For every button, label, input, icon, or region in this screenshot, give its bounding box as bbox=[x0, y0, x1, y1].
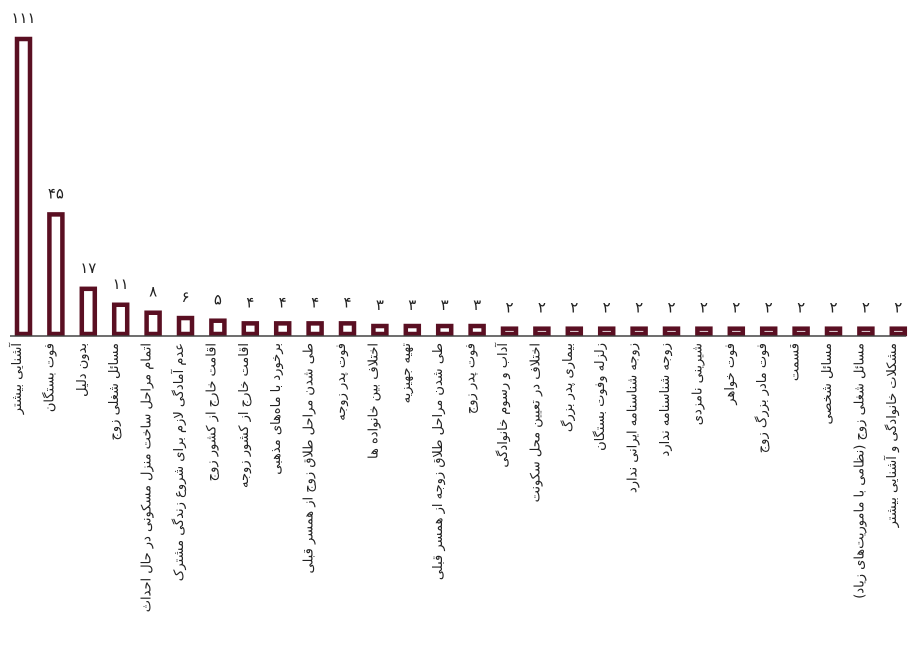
data-label: ۲ bbox=[797, 299, 805, 317]
bar bbox=[500, 326, 519, 337]
bar bbox=[695, 326, 713, 337]
data-label: ۴ bbox=[279, 293, 287, 311]
bar bbox=[111, 302, 130, 337]
bar bbox=[824, 326, 843, 337]
data-label: ۲ bbox=[765, 299, 773, 317]
data-label: ۲ bbox=[732, 299, 740, 317]
data-label: ۴ bbox=[343, 293, 351, 311]
data-label: ۱۱۱ bbox=[11, 9, 35, 27]
bar bbox=[759, 326, 778, 337]
bar bbox=[273, 321, 292, 337]
category-label: مسائل شغلی زوج bbox=[107, 343, 122, 441]
bar bbox=[792, 326, 810, 337]
data-label: ۲ bbox=[700, 299, 708, 317]
bar bbox=[176, 315, 195, 337]
data-label: ۳ bbox=[441, 296, 449, 314]
category-label: آشنایی بیشتر bbox=[8, 342, 25, 416]
category-label: آداب و رسوم خانوادگی bbox=[494, 342, 511, 468]
data-label: ۲ bbox=[603, 299, 611, 317]
data-label: ۸ bbox=[149, 283, 157, 301]
bar bbox=[857, 326, 875, 337]
data-label: ۳ bbox=[473, 296, 481, 314]
category-label: تهیه جهیزیه bbox=[399, 343, 414, 404]
bar bbox=[468, 323, 486, 337]
category-label: اختلاف بین خانواده ها bbox=[366, 343, 381, 459]
category-label: فوت خواهر bbox=[723, 343, 738, 406]
data-label: ۱۷ bbox=[80, 259, 96, 277]
category-label: مسائل شخصی bbox=[820, 343, 835, 425]
category-label: بدون دلیل bbox=[75, 343, 90, 397]
data-label: ۲ bbox=[570, 299, 578, 317]
data-label: ۳ bbox=[408, 296, 416, 314]
bar bbox=[241, 321, 260, 337]
data-label: ۳ bbox=[376, 296, 384, 314]
category-label: فوت مادر بزرگ زوج bbox=[753, 343, 770, 453]
category-label: بیماری پدر بزرگ bbox=[559, 343, 576, 432]
data-label: ۴ bbox=[246, 293, 254, 311]
category-label: اقامت خارج از کشور زوج bbox=[204, 343, 219, 481]
category-label: فوت پدر زوجه bbox=[334, 343, 349, 421]
category-label: اقامت خارج از کشور زوجه bbox=[237, 343, 252, 488]
data-label: ۴ bbox=[311, 293, 319, 311]
bar bbox=[144, 310, 162, 337]
bar bbox=[79, 286, 98, 337]
data-label: ۴۵ bbox=[48, 184, 64, 202]
bars-group bbox=[14, 36, 908, 337]
category-label: طی شدن مراحل طلاق زوجه از همسر قبلی bbox=[431, 343, 446, 580]
data-label: ۲ bbox=[862, 299, 870, 317]
data-label: ۲ bbox=[894, 299, 902, 317]
category-label: عدم آمادگی لازم برای شروع زندگی مشترک bbox=[170, 343, 187, 581]
data-label: ۲ bbox=[667, 299, 675, 317]
category-label: زلزله وفوت بستگان bbox=[592, 343, 608, 451]
data-label: ۲ bbox=[538, 299, 546, 317]
bar bbox=[47, 212, 65, 337]
bar bbox=[209, 318, 227, 337]
data-label: ۲ bbox=[635, 299, 643, 317]
category-label: مشکلات خانوادگی و آشنایی بیشتر bbox=[883, 343, 900, 528]
category-label: فوت پدر زوج bbox=[464, 343, 479, 414]
category-label: شیرینی نامزدی bbox=[690, 343, 705, 425]
category-label: طی شدن مراحل طلاق زوج از همسر قبلی bbox=[302, 343, 317, 573]
data-label: ۲ bbox=[829, 299, 837, 317]
data-label: ۶ bbox=[181, 288, 189, 306]
bar bbox=[630, 326, 648, 337]
bar bbox=[403, 323, 422, 337]
category-label: فوت بستگان bbox=[41, 343, 57, 412]
category-label: قسمت bbox=[788, 343, 803, 381]
data-label: ۲ bbox=[505, 299, 513, 317]
bar bbox=[727, 326, 746, 337]
category-label: زوجه شناسنامه ایرانی ندارد bbox=[626, 343, 641, 493]
bar bbox=[371, 323, 389, 337]
category-label: اتمام مراحل ساخت منزل مسکونی در حال احدا… bbox=[140, 343, 155, 612]
category-label: زوجه شناسنامه ندارد bbox=[658, 343, 673, 456]
bar bbox=[565, 326, 584, 337]
bar bbox=[889, 326, 908, 337]
bar bbox=[597, 326, 616, 337]
data-label: ۵ bbox=[214, 291, 222, 309]
bar bbox=[306, 321, 324, 337]
bar bbox=[533, 326, 551, 337]
bar bbox=[338, 321, 357, 337]
bar bbox=[435, 323, 454, 337]
category-label: اختلاف در تعیین محل سکونت bbox=[528, 343, 543, 502]
value-labels-group: ۱۱۱ ۴۵ ۱۷ ۱۱ ۸ ۶ ۵ ۴ ۴ ۴ ۴ ۳ ۳ ۳ ۳ ۲ ۲ ۲ ۲ ۲ ۲ ۲ ۲ ۲ ۲ ۲ ۲ ۲ bbox=[11, 9, 902, 317]
category-label: مسائل شغلی زوج (نظامی با ماموریت‌های زیا… bbox=[852, 343, 867, 599]
bar bbox=[662, 326, 681, 337]
category-label: برخورد با ماه‌های مذهبی bbox=[269, 343, 284, 475]
data-label: ۱۱ bbox=[113, 275, 129, 293]
bar bbox=[14, 36, 33, 337]
category-labels-group: آشنایی بیشتر فوت بستگان بدون دلیل مسائل شغل… bbox=[8, 342, 900, 613]
